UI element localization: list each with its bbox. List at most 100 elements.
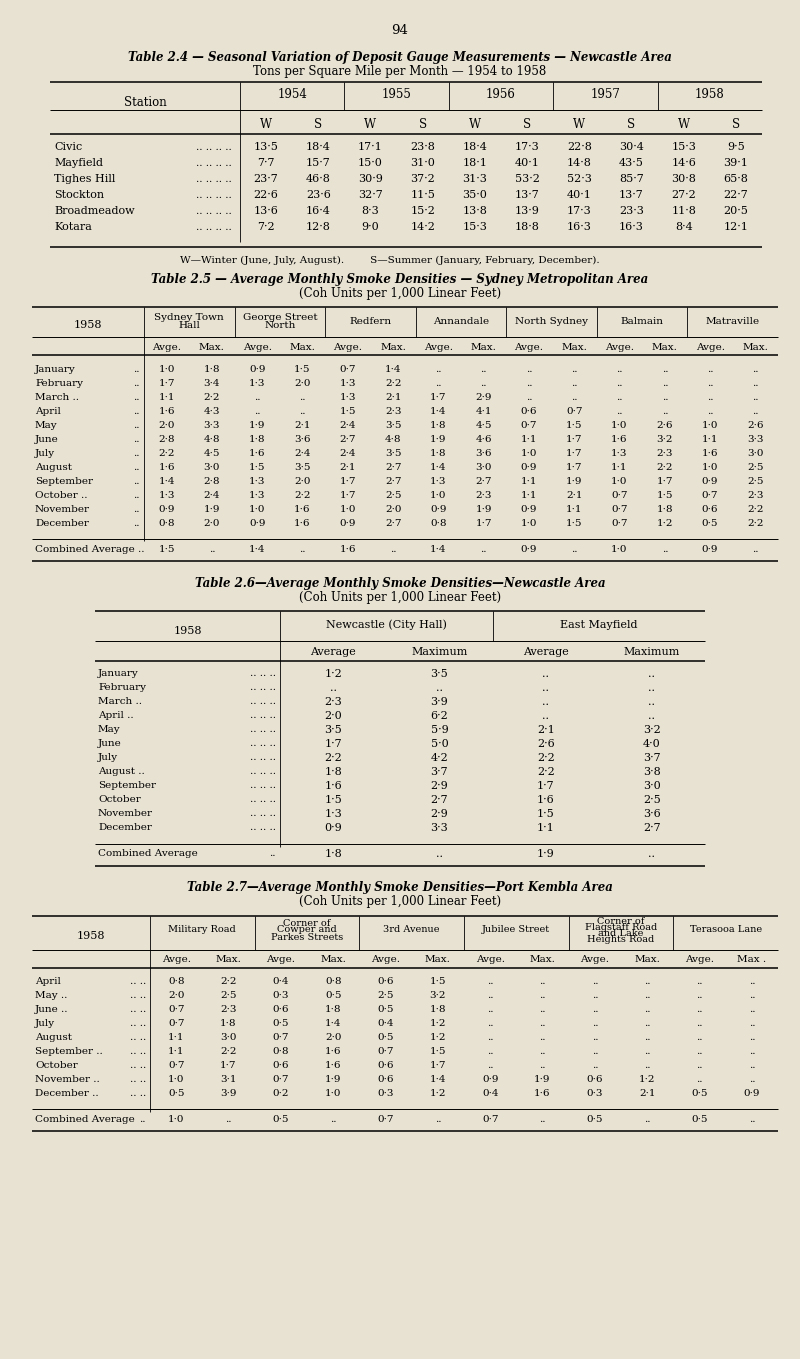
Text: 0·7: 0·7 — [702, 491, 718, 500]
Text: Max.: Max. — [425, 955, 450, 965]
Text: 1·0: 1·0 — [430, 491, 446, 500]
Text: 1·3: 1·3 — [430, 477, 446, 485]
Text: ..: .. — [648, 697, 655, 707]
Text: 18·4: 18·4 — [306, 141, 330, 152]
Text: ..: .. — [539, 991, 546, 999]
Text: 2·3: 2·3 — [747, 491, 764, 500]
Text: 1·7: 1·7 — [430, 393, 446, 401]
Text: 1·6: 1·6 — [158, 406, 175, 416]
Text: W: W — [260, 117, 272, 130]
Text: 2·6: 2·6 — [657, 420, 673, 429]
Text: 2·0: 2·0 — [204, 519, 220, 527]
Text: ..: .. — [749, 1004, 755, 1014]
Text: S: S — [314, 117, 322, 130]
Text: ..: .. — [662, 545, 668, 553]
Text: ..: .. — [749, 1114, 755, 1124]
Text: 16·4: 16·4 — [306, 207, 330, 216]
Text: Avge.: Avge. — [371, 955, 400, 965]
Text: 1·8: 1·8 — [324, 849, 342, 859]
Text: 15·2: 15·2 — [410, 207, 435, 216]
Text: 3·8: 3·8 — [643, 766, 661, 777]
Text: 2·7: 2·7 — [385, 462, 402, 472]
Text: 1·8: 1·8 — [204, 364, 220, 374]
Text: 0·5: 0·5 — [586, 1114, 603, 1124]
Text: 1·4: 1·4 — [430, 1075, 446, 1083]
Text: ..: .. — [616, 393, 622, 401]
Text: 4·2: 4·2 — [430, 753, 448, 762]
Text: Tons per Square Mile per Month — 1954 to 1958: Tons per Square Mile per Month — 1954 to… — [254, 65, 546, 79]
Text: 2·5: 2·5 — [220, 991, 237, 999]
Text: ..: .. — [139, 1114, 146, 1124]
Text: August ..: August .. — [98, 768, 145, 776]
Text: 1·6: 1·6 — [325, 1046, 342, 1056]
Text: Flagstaff Road: Flagstaff Road — [585, 923, 657, 931]
Text: 2·4: 2·4 — [204, 491, 220, 500]
Text: ..: .. — [134, 448, 140, 458]
Text: 1·3: 1·3 — [158, 491, 175, 500]
Text: May: May — [35, 420, 58, 429]
Text: 1·3: 1·3 — [324, 809, 342, 819]
Text: ..: .. — [436, 684, 443, 693]
Text: Max.: Max. — [320, 955, 346, 965]
Text: 2·9: 2·9 — [430, 781, 448, 791]
Text: 0·9: 0·9 — [158, 504, 175, 514]
Text: 1·7: 1·7 — [475, 519, 492, 527]
Text: Avge.: Avge. — [242, 342, 272, 352]
Text: 1·4: 1·4 — [430, 406, 446, 416]
Text: 0·9: 0·9 — [339, 519, 356, 527]
Text: 1·8: 1·8 — [657, 504, 673, 514]
Text: July: July — [35, 1018, 55, 1027]
Text: ..: .. — [591, 1060, 598, 1070]
Text: 4·3: 4·3 — [204, 406, 220, 416]
Text: 2·0: 2·0 — [168, 991, 185, 999]
Text: 27·2: 27·2 — [671, 190, 696, 200]
Text: ..: .. — [526, 393, 532, 401]
Text: 1·4: 1·4 — [430, 545, 446, 553]
Text: .. .. ..: .. .. .. — [250, 768, 276, 776]
Text: 1·4: 1·4 — [430, 462, 446, 472]
Text: .. .. .. ..: .. .. .. .. — [196, 207, 232, 216]
Text: 1·5: 1·5 — [566, 420, 582, 429]
Text: ..: .. — [749, 1033, 755, 1041]
Text: ..: .. — [435, 364, 442, 374]
Text: Hall: Hall — [178, 322, 200, 330]
Text: 0·7: 0·7 — [168, 1018, 185, 1027]
Text: Average: Average — [522, 647, 569, 656]
Text: ..: .. — [696, 1046, 702, 1056]
Text: 0·9: 0·9 — [521, 462, 537, 472]
Text: 4·8: 4·8 — [204, 435, 220, 443]
Text: 22·8: 22·8 — [567, 141, 592, 152]
Text: ..: .. — [542, 711, 549, 722]
Text: 1·7: 1·7 — [220, 1060, 237, 1070]
Text: 1·0: 1·0 — [249, 504, 266, 514]
Text: ..: .. — [134, 393, 140, 401]
Text: 0·7: 0·7 — [273, 1075, 289, 1083]
Text: 37·2: 37·2 — [410, 174, 435, 183]
Text: Table 2.5 — Average Monthly Smoke Densities — Sydney Metropolitan Area: Table 2.5 — Average Monthly Smoke Densit… — [151, 273, 649, 285]
Text: ..: .. — [542, 684, 549, 693]
Text: June ..: June .. — [35, 1004, 69, 1014]
Text: 3·5: 3·5 — [324, 724, 342, 735]
Text: ..: .. — [487, 977, 494, 985]
Text: 1·0: 1·0 — [339, 504, 356, 514]
Text: (Coh Units per 1,000 Linear Feet): (Coh Units per 1,000 Linear Feet) — [299, 896, 501, 909]
Text: 0·9: 0·9 — [521, 504, 537, 514]
Text: Mayfield: Mayfield — [54, 158, 103, 169]
Text: 1·9: 1·9 — [249, 420, 266, 429]
Text: Max.: Max. — [380, 342, 406, 352]
Text: 2·2: 2·2 — [747, 519, 764, 527]
Text: Max.: Max. — [562, 342, 587, 352]
Text: ..: .. — [591, 977, 598, 985]
Text: May ..: May .. — [35, 991, 67, 999]
Text: ..: .. — [752, 545, 758, 553]
Text: 30·4: 30·4 — [619, 141, 644, 152]
Text: .. ..: .. .. — [130, 1004, 146, 1014]
Text: 5·9: 5·9 — [430, 724, 448, 735]
Text: December: December — [98, 824, 152, 833]
Text: 15·7: 15·7 — [306, 158, 330, 169]
Text: ..: .. — [487, 1018, 494, 1027]
Text: 3·2: 3·2 — [657, 435, 673, 443]
Text: 1·1: 1·1 — [158, 393, 175, 401]
Text: 3·0: 3·0 — [643, 781, 661, 791]
Text: 15·3: 15·3 — [462, 222, 487, 232]
